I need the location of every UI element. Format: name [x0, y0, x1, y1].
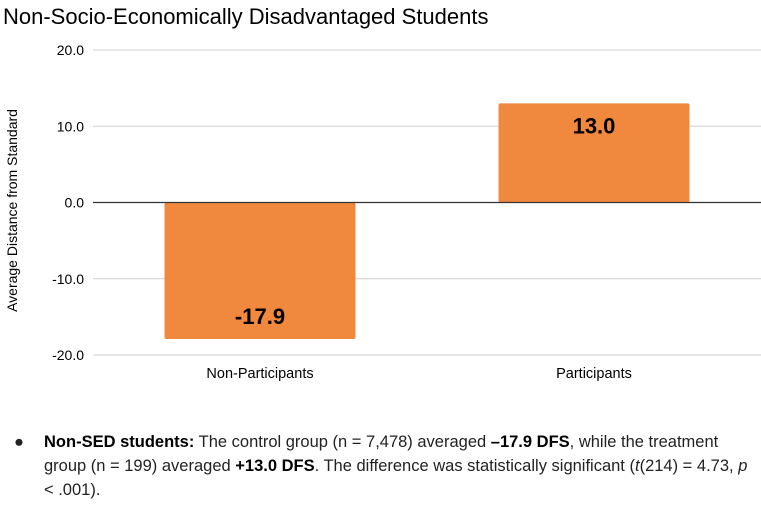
y-tick-label: -20.0 [52, 347, 84, 363]
bar-chart: Non-Socio-Economically Disadvantaged Stu… [3, 4, 761, 382]
treatment-value: +13.0 DFS [235, 457, 315, 475]
findings-text: Non-SED students: The control group (n =… [44, 430, 749, 502]
y-tick-label: 20.0 [57, 42, 84, 58]
t-symbol: t [634, 457, 640, 475]
findings-note: ● Non-SED students: The control group (n… [14, 430, 749, 502]
y-axis-label: Average Distance from Standard [4, 109, 20, 312]
note-text-2: , while the treatment group (n = 199) av… [44, 433, 719, 475]
data-labels: -17.9 13.0 [235, 113, 615, 329]
p-symbol: p [738, 457, 748, 475]
x-tick-label: Participants [556, 366, 632, 382]
bullet-icon: ● [14, 433, 24, 451]
note-text-3: . The difference was statistically signi… [314, 457, 635, 475]
note-lead: Non-SED students: [44, 433, 195, 451]
data-label: 13.0 [573, 113, 616, 138]
control-value: –17.9 DFS [490, 433, 570, 451]
y-tick-label: 10.0 [57, 118, 84, 134]
y-tick-labels: 20.0 10.0 0.0 -10.0 -20.0 [52, 42, 84, 363]
note-text-1: The control group (n = 7,478) averaged [194, 433, 491, 451]
p-value: < .001). [44, 481, 101, 499]
t-statistic: (214) = 4.73, [639, 457, 739, 475]
x-tick-label: Non-Participants [206, 366, 313, 382]
y-tick-label: 0.0 [65, 195, 85, 211]
y-tick-label: -10.0 [52, 271, 84, 287]
x-tick-labels: Non-Participants Participants [206, 366, 631, 382]
bar [498, 103, 690, 203]
chart-title: Non-Socio-Economically Disadvantaged Stu… [3, 4, 488, 29]
bars [164, 103, 690, 339]
data-label: -17.9 [235, 304, 285, 329]
bar [164, 202, 356, 339]
